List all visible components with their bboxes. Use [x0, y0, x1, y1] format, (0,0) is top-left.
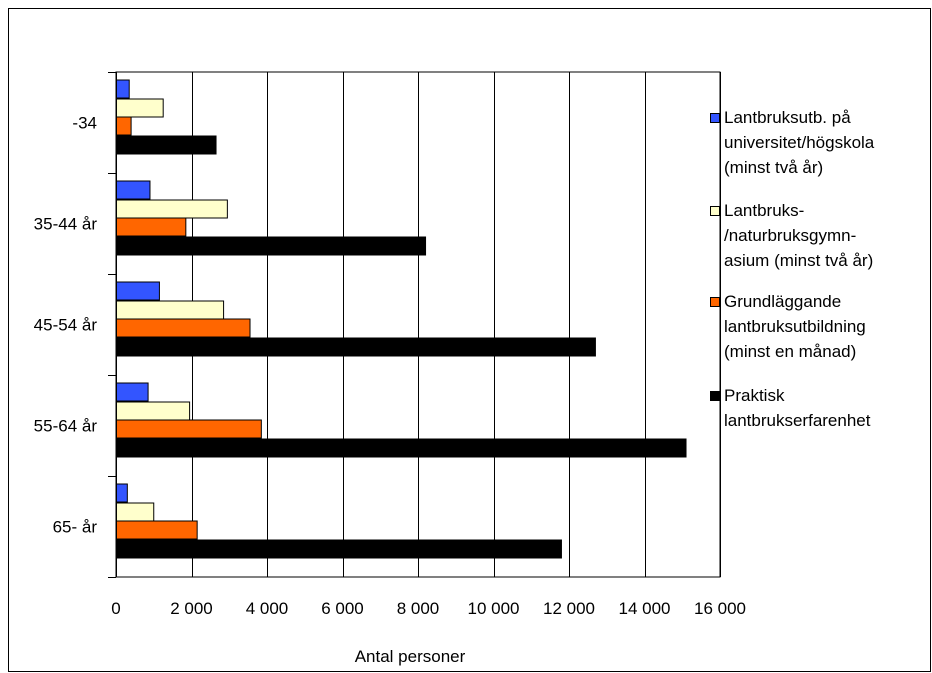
legend-label: Lantbruksutb. på universitet/högskola (m… [724, 108, 875, 177]
legend-label: Praktisk lantbrukserfarenhet [724, 386, 871, 430]
bar-series3-2 [115, 318, 251, 338]
legend-swatch [710, 113, 720, 123]
bar-series1-4 [115, 483, 128, 503]
bar-series2-4 [115, 502, 155, 522]
legend-swatch [710, 206, 720, 216]
bar-series2-2 [115, 300, 225, 320]
y-tick-label: 45-54 år [34, 316, 98, 335]
axes [108, 72, 117, 578]
bar-series4-2 [115, 337, 596, 357]
legend-swatch [710, 391, 720, 401]
x-tick-label: 16 000 [694, 599, 746, 618]
y-tick-label: 55-64 år [34, 417, 98, 436]
bar-series2-1 [115, 199, 228, 219]
bar-series3-4 [115, 520, 198, 540]
bar-series2-0 [115, 98, 164, 118]
bar-series2-3 [115, 401, 191, 421]
x-axis-title: Antal personer [355, 647, 466, 666]
bar-series1-3 [115, 382, 149, 402]
bar-series1-0 [115, 79, 130, 99]
y-tick-label: 65- år [53, 518, 98, 537]
x-tick-label: 4 000 [246, 599, 289, 618]
legend-swatch [710, 297, 720, 307]
x-tick-label: 0 [111, 599, 120, 618]
x-tick-label: 12 000 [543, 599, 595, 618]
x-tick-label: 14 000 [619, 599, 671, 618]
bar-series4-1 [115, 236, 427, 256]
x-tick-label: 8 000 [397, 599, 440, 618]
bar-series3-3 [115, 419, 262, 439]
bar-series1-2 [115, 281, 160, 301]
bar-series3-0 [115, 116, 132, 136]
chart-legend: Lantbruksutb. på universitet/högskola (m… [693, 95, 920, 480]
x-tick-label: 10 000 [468, 599, 520, 618]
x-tick-label: 6 000 [321, 599, 364, 618]
legend-label: Lantbruks- /naturbruksgymn- asium (minst… [724, 201, 874, 270]
y-tick-label: 35-44 år [34, 215, 98, 234]
legend-label: Grundläggande lantbruksutbildning (minst… [724, 292, 866, 361]
bar-series4-0 [115, 135, 217, 155]
bar-series4-4 [115, 539, 562, 559]
bar-series3-1 [115, 217, 187, 237]
x-tick-label: 2 000 [170, 599, 213, 618]
bars [115, 79, 687, 559]
bar-series4-3 [115, 438, 687, 458]
bar-series1-1 [115, 180, 151, 200]
y-tick-label: -34 [72, 114, 97, 133]
axis-labels: Antal personer -34 35-44 år 45-54 år 55-64 … [34, 114, 746, 667]
